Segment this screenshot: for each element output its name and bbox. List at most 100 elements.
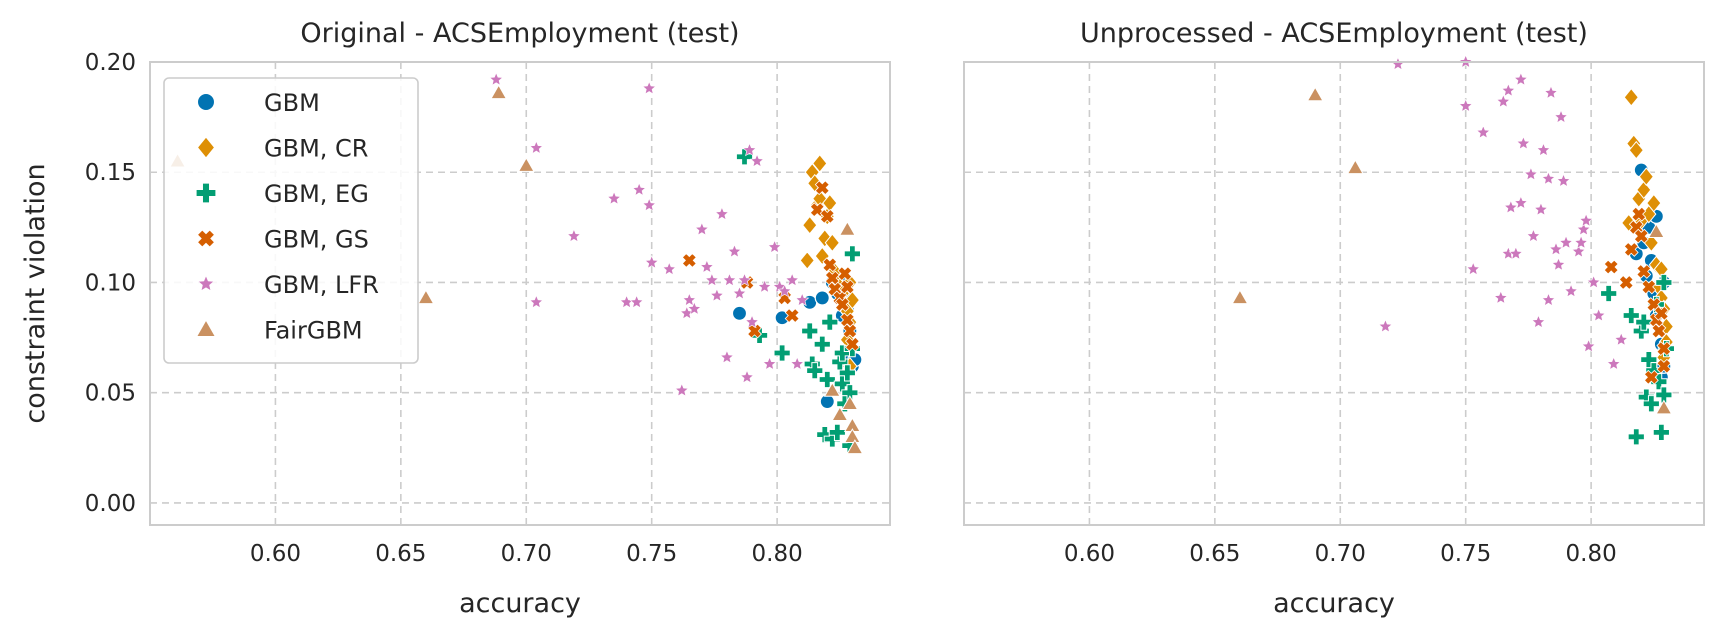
point-gbm-lfr xyxy=(1548,241,1564,256)
point-gbm-lfr xyxy=(1533,202,1549,216)
point-gbm-gs xyxy=(834,297,850,312)
point-gbm-gs xyxy=(814,180,830,196)
point-gbm-lfr xyxy=(704,272,720,287)
y-tick-label: 0.10 xyxy=(85,270,136,296)
legend-label-gbm: GBM xyxy=(264,89,320,117)
point-gbm-gs xyxy=(839,279,855,295)
point-fairgbm xyxy=(1655,399,1673,415)
point-gbm-lfr xyxy=(744,314,760,329)
point-gbm-lfr xyxy=(1501,83,1516,97)
point-gbm-gs xyxy=(1631,206,1647,222)
point-gbm-lfr xyxy=(737,272,752,287)
panel-original: Original - ACSEmployment (test) 0.60 0.65 0… xyxy=(20,18,891,619)
point-gbm-lfr xyxy=(1476,125,1491,139)
x-tick-label: 0.65 xyxy=(375,541,426,567)
legend-marker-gbm-eg xyxy=(195,182,217,204)
point-gbm-lfr xyxy=(687,301,702,316)
point-gbm-gs xyxy=(747,323,762,339)
point-gbm-eg xyxy=(1627,428,1645,446)
point-gbm-lfr xyxy=(682,292,697,307)
point-gbm-eg xyxy=(1622,306,1640,325)
x-tick-label: 0.75 xyxy=(1440,541,1491,567)
point-gbm-lfr xyxy=(1466,261,1481,276)
point-gbm-cr xyxy=(824,233,840,253)
point-gbm-cr xyxy=(1621,213,1637,233)
point-gbm-lfr xyxy=(694,222,710,236)
point-fairgbm xyxy=(831,406,849,421)
x-tick-label: 0.75 xyxy=(626,541,677,567)
point-gbm-lfr xyxy=(699,259,715,274)
legend-label-gbm-cr: GBM, CR xyxy=(264,135,368,163)
point-gbm-eg xyxy=(806,362,824,380)
point-gbm-lfr xyxy=(1513,195,1529,210)
point-gbm-lfr xyxy=(1378,319,1393,333)
point-gbm-eg xyxy=(1635,313,1653,331)
x-tick-label: 0.70 xyxy=(501,541,552,567)
point-gbm-cr xyxy=(844,290,861,310)
point-gbm-gs xyxy=(1641,279,1657,295)
point-gbm-lfr xyxy=(732,285,747,300)
y-axis-label: constraint violation xyxy=(20,163,51,423)
legend-marker-gbm xyxy=(196,92,216,112)
point-gbm-cr xyxy=(812,154,828,173)
point-gbm-lfr xyxy=(629,294,644,309)
point-gbm-gs xyxy=(784,308,800,323)
point-fairgbm xyxy=(823,381,841,397)
point-gbm-lfr xyxy=(1458,98,1473,113)
point-gbm xyxy=(814,290,830,306)
x-tick-label: 0.65 xyxy=(1189,541,1240,567)
x-tick-label: 0.60 xyxy=(250,541,301,567)
point-gbm-lfr xyxy=(1591,308,1606,322)
panel-unprocessed: Unprocessed - ACSEmployment (test) 0.60 0.… xyxy=(963,18,1705,619)
legend-label-gbm-lfr: GBM, LFR xyxy=(264,271,379,299)
y-tick-label: 0.05 xyxy=(85,381,136,407)
point-gbm-lfr xyxy=(1556,173,1571,188)
point-gbm-lfr xyxy=(674,382,689,397)
point-gbm-gs xyxy=(1633,228,1649,244)
legend-marker-gbm-cr xyxy=(196,136,216,159)
point-gbm-cr xyxy=(1638,167,1654,186)
point-gbm-lfr xyxy=(777,283,792,298)
point-gbm-gs xyxy=(839,312,855,328)
point-gbm-lfr xyxy=(1493,290,1508,305)
point-gbm-lfr xyxy=(1571,244,1586,258)
point-gbm-gs xyxy=(681,252,697,268)
point-gbm-gs xyxy=(819,208,835,224)
legend-label-gbm-eg: GBM, EG xyxy=(264,180,369,208)
point-gbm-lfr xyxy=(1516,136,1531,150)
point-gbm-lfr xyxy=(1508,246,1524,260)
point-gbm-lfr xyxy=(631,182,647,196)
point-gbm-lfr xyxy=(606,191,622,205)
point-gbm-cr xyxy=(799,251,815,270)
legend-label-gbm-gs: GBM, GS xyxy=(264,226,369,254)
point-gbm-lfr xyxy=(1541,171,1556,185)
point-gbm-gs xyxy=(1643,369,1659,385)
point-gbm-gs xyxy=(1623,241,1639,257)
point-gbm-eg xyxy=(816,426,834,444)
point-gbm-eg xyxy=(1652,423,1670,441)
point-gbm-lfr xyxy=(1496,94,1511,108)
point-gbm-gs xyxy=(844,336,860,352)
point-fairgbm xyxy=(846,439,864,455)
x-tick-label: 0.70 xyxy=(1315,541,1366,567)
point-gbm-lfr xyxy=(1536,142,1551,157)
point-gbm-gs xyxy=(1651,323,1667,339)
point-gbm-lfr xyxy=(662,261,677,276)
point-gbm-lfr xyxy=(1543,85,1559,99)
point-fairgbm xyxy=(1231,289,1249,305)
point-gbm-lfr xyxy=(1541,292,1556,307)
point-gbm-eg xyxy=(821,313,839,331)
point-gbm-cr xyxy=(1623,87,1639,107)
y-tick-label: 0.20 xyxy=(85,50,136,76)
point-gbm-lfr xyxy=(1581,338,1596,353)
point-gbm-lfr xyxy=(642,197,657,212)
point-gbm-cr xyxy=(1636,180,1652,200)
point-gbm-lfr xyxy=(1390,56,1406,71)
point-gbm-lfr xyxy=(1606,356,1621,371)
x-tick-label: 0.80 xyxy=(1566,541,1617,567)
point-gbm-lfr xyxy=(749,153,765,168)
point-gbm-cr xyxy=(814,246,830,266)
point-gbm-lfr xyxy=(1526,228,1541,243)
point-gbm-eg xyxy=(773,344,791,362)
